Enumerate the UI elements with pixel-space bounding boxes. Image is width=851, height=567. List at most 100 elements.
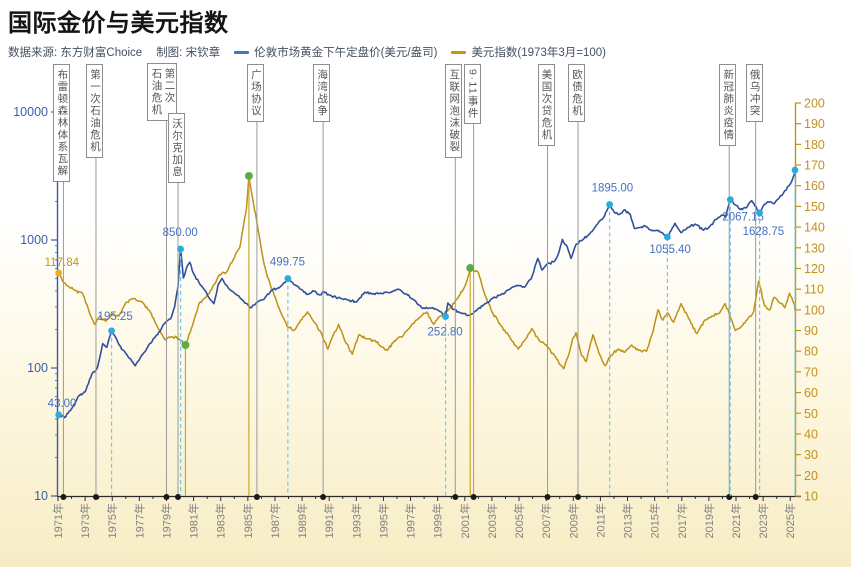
credit-note: 制图: 宋钦章 bbox=[156, 47, 221, 59]
gold-price-annotation-dot bbox=[791, 166, 799, 174]
legend-item-gold-price: 伦敦市场黄金下午定盘价(美元/盎司) bbox=[234, 44, 437, 60]
event-box: 欧债危机 bbox=[568, 64, 586, 122]
right-axis-tick-label: 70 bbox=[804, 365, 818, 379]
usd-index-line bbox=[57, 175, 796, 370]
event-axis-dot bbox=[60, 494, 67, 500]
gold-price-annotation-dot bbox=[55, 411, 63, 419]
event-axis-dot bbox=[544, 494, 551, 500]
event-box: 俄乌冲突 bbox=[745, 64, 763, 122]
right-axis-tick-label: 160 bbox=[804, 179, 825, 193]
event-box: 第二次 石油危机 bbox=[147, 63, 178, 121]
x-axis-tick-label: 2009年 bbox=[566, 503, 580, 538]
x-axis-tick-label: 2015年 bbox=[648, 503, 662, 538]
event-box: 互联网泡沫破裂 bbox=[445, 64, 463, 158]
x-axis-tick-label: 2001年 bbox=[458, 503, 472, 538]
gold-price-annotation-dot bbox=[606, 201, 614, 208]
x-axis-tick-label: 2021年 bbox=[729, 503, 743, 538]
x-axis-tick-label: 2023年 bbox=[756, 503, 770, 538]
annotation-value-label: 117.84 bbox=[45, 257, 80, 269]
annotation-value-label: 43.00 bbox=[48, 398, 77, 410]
x-axis-tick-label: 2003年 bbox=[485, 503, 499, 538]
x-axis-tick-label: 1981年 bbox=[187, 503, 201, 538]
event-box: 新冠肺炎疫情 bbox=[719, 64, 737, 146]
event-box: 9·11事件 bbox=[463, 64, 481, 125]
x-axis-tick-label: 1985年 bbox=[241, 503, 255, 538]
right-axis-tick-label: 90 bbox=[804, 324, 818, 338]
x-axis-tick-label: 1975年 bbox=[105, 503, 119, 538]
event-axis-dot bbox=[253, 494, 260, 500]
x-axis-tick-label: 2025年 bbox=[783, 503, 797, 538]
x-axis-tick-label: 2017年 bbox=[675, 503, 689, 538]
event-axis-dot bbox=[175, 494, 182, 500]
annotation-value-label: 850.00 bbox=[163, 227, 198, 239]
page-title: 国际金价与美元指数 bbox=[8, 10, 229, 37]
x-axis-tick-label: 1995年 bbox=[376, 503, 390, 538]
event-axis-dot bbox=[452, 494, 459, 500]
index-extreme-dot bbox=[181, 341, 190, 350]
x-axis-tick-label: 1997年 bbox=[404, 503, 418, 538]
gold-price-annotation-dot bbox=[108, 327, 115, 335]
usd-index-annotation-dot bbox=[55, 269, 63, 277]
chart-header: 国际金价与美元指数 数据来源: 东方财富Choice 制图: 宋钦章 伦敦市场黄… bbox=[8, 3, 606, 60]
right-axis-tick-label: 140 bbox=[804, 221, 825, 235]
right-axis-tick-label: 120 bbox=[804, 262, 825, 276]
legend-label-gold-price: 伦敦市场黄金下午定盘价(美元/盎司) bbox=[254, 47, 438, 59]
event-axis-dot bbox=[470, 494, 477, 500]
event-box: 海湾战争 bbox=[313, 64, 331, 122]
right-axis-tick-label: 100 bbox=[804, 303, 825, 317]
event-axis-dot bbox=[726, 494, 733, 500]
left-axis-tick-label: 100 bbox=[27, 361, 48, 375]
left-axis-tick-label: 10000 bbox=[13, 105, 48, 119]
gold-price-annotation-dot bbox=[726, 196, 734, 204]
x-axis-tick-label: 1977年 bbox=[132, 503, 146, 538]
annotation-value-label: 1055.40 bbox=[649, 244, 691, 256]
x-axis-tick-label: 1973年 bbox=[78, 503, 92, 538]
right-axis-tick-label: 50 bbox=[804, 407, 818, 421]
annotation-value-label: 1895.00 bbox=[592, 182, 634, 194]
gold-price-annotation-dot bbox=[442, 313, 449, 320]
right-axis-tick-label: 10 bbox=[804, 490, 818, 504]
right-axis-tick-label: 20 bbox=[804, 469, 818, 483]
x-axis-tick-label: 1999年 bbox=[431, 503, 445, 538]
right-axis-tick-label: 110 bbox=[804, 283, 824, 297]
gold-price-line bbox=[57, 169, 796, 419]
event-box: 沃尔克加息 bbox=[168, 113, 185, 183]
right-axis-tick-label: 200 bbox=[804, 97, 825, 111]
x-axis-tick-label: 2019年 bbox=[702, 503, 716, 538]
annotation-value-label: 1628.75 bbox=[743, 226, 785, 238]
annotation-value-label: 2067.15 bbox=[722, 212, 764, 224]
right-axis-tick-label: 170 bbox=[804, 159, 825, 173]
x-axis-tick-label: 1971年 bbox=[51, 503, 65, 538]
left-axis-tick-label: 1000 bbox=[20, 233, 48, 247]
right-axis-tick-label: 40 bbox=[804, 427, 818, 441]
chart-subheader: 数据来源: 东方财富Choice 制图: 宋钦章 伦敦市场黄金下午定盘价(美元/… bbox=[8, 44, 606, 60]
right-axis-tick-label: 30 bbox=[804, 448, 818, 462]
event-box: 广场协议 bbox=[246, 64, 264, 122]
event-box: 布雷顿森林体系瓦解 bbox=[53, 64, 71, 182]
right-axis-tick-label: 80 bbox=[804, 345, 818, 359]
x-axis-tick-label: 2011年 bbox=[593, 503, 607, 538]
right-axis-tick-label: 190 bbox=[804, 117, 825, 131]
x-axis-tick-label: 1993年 bbox=[349, 503, 363, 538]
annotation-value-label: 499.75 bbox=[270, 257, 305, 269]
annotation-value-label: 252.80 bbox=[428, 326, 463, 338]
index-extreme-dot bbox=[466, 264, 475, 273]
legend-label-usd-index: 美元指数(1973年3月=100) bbox=[471, 47, 606, 59]
x-axis-tick-label: 2007年 bbox=[539, 503, 553, 538]
gold-price-annotation-dot bbox=[663, 233, 671, 241]
legend-item-usd-index: 美元指数(1973年3月=100) bbox=[451, 44, 606, 60]
x-axis-tick-label: 2013年 bbox=[621, 503, 635, 538]
gold-price-annotation-dot bbox=[284, 275, 292, 282]
right-axis-tick-label: 60 bbox=[804, 386, 818, 400]
x-axis-tick-label: 1979年 bbox=[159, 503, 173, 538]
x-axis-tick-label: 1991年 bbox=[322, 503, 336, 538]
gold-price-legend-dash-icon bbox=[234, 50, 250, 54]
right-axis-tick-label: 130 bbox=[804, 241, 825, 255]
left-axis-tick-label: 10 bbox=[34, 489, 48, 503]
usd-index-legend-dash-icon bbox=[451, 50, 467, 54]
event-axis-dot bbox=[575, 494, 582, 500]
event-axis-dot bbox=[92, 494, 99, 500]
event-box: 美国次贷危机 bbox=[537, 64, 555, 146]
right-axis-tick-label: 150 bbox=[804, 200, 825, 214]
